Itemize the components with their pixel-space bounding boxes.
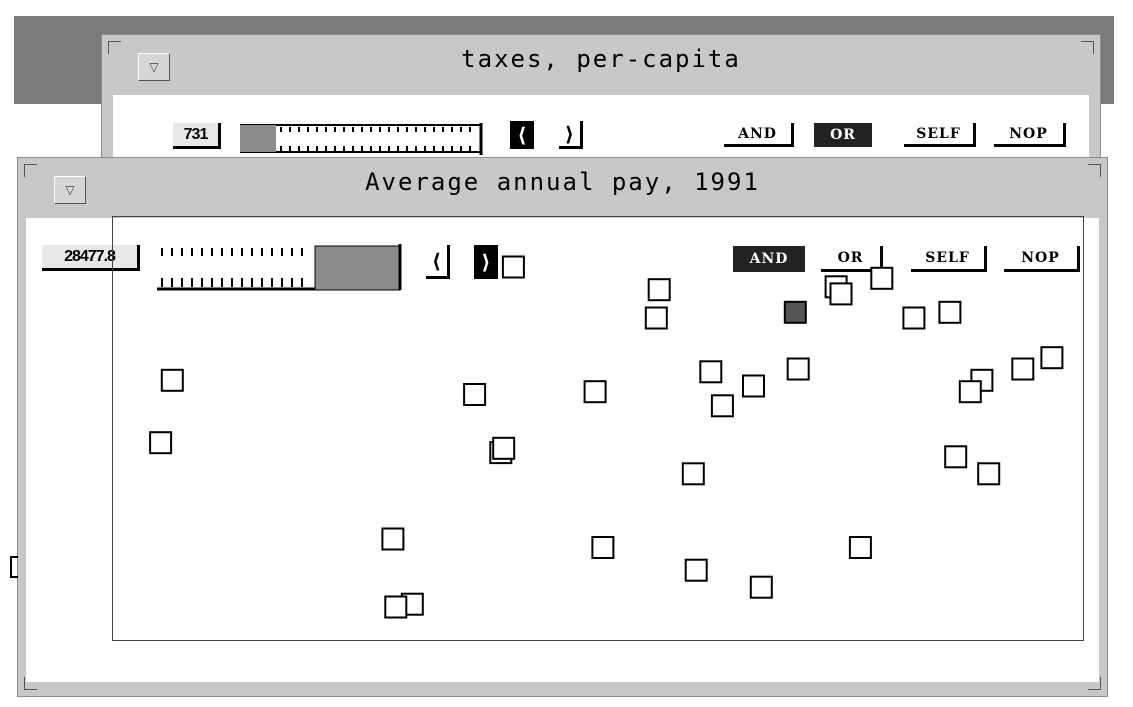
step-left-button[interactable]: ⟨ [510,121,534,149]
step-right-button[interactable]: ⟩ [559,121,583,149]
title-bar[interactable]: ▽ Average annual pay, 1991 [18,158,1107,214]
resize-corner[interactable] [24,164,37,177]
down-triangle-icon: ▽ [65,183,75,197]
window-menu-button[interactable]: ▽ [54,176,86,204]
window-title: taxes, per-capita [461,45,741,73]
down-triangle-icon: ▽ [149,60,159,74]
resize-corner[interactable] [24,677,37,690]
and-button[interactable]: AND [724,123,794,147]
self-button[interactable]: SELF [911,246,987,272]
scatter-plot-frame [112,216,1084,641]
resize-corner[interactable] [1081,41,1094,54]
chevron-right-icon: ⟩ [564,121,575,146]
step-right-button[interactable]: ⟩ [474,245,498,279]
plot-panel [26,218,1099,682]
resize-corner[interactable] [1088,164,1101,177]
chevron-right-icon: ⟩ [481,250,491,274]
or-button[interactable]: OR [821,246,883,272]
window-title: Average annual pay, 1991 [365,168,760,196]
self-button[interactable]: SELF [904,123,976,147]
range-slider[interactable] [154,242,424,292]
slider-thumb[interactable] [240,125,276,152]
resize-corner[interactable] [108,41,121,54]
step-left-button[interactable]: ⟨ [426,245,450,279]
nop-button[interactable]: NOP [994,123,1066,147]
value-display: 28477.8 [42,245,140,271]
value-display: 731 [173,123,221,149]
and-button[interactable]: AND [733,246,805,272]
window-menu-button[interactable]: ▽ [138,53,170,81]
slider-thumb[interactable] [314,245,401,291]
range-slider[interactable] [237,121,487,161]
chevron-left-icon: ⟨ [517,123,527,147]
nop-button[interactable]: NOP [1004,246,1080,272]
resize-corner[interactable] [1088,677,1101,690]
or-button[interactable]: OR [814,123,872,147]
title-bar[interactable]: ▽ taxes, per-capita [102,35,1100,91]
offscreen-point-marker [10,556,18,578]
chevron-left-icon: ⟨ [431,248,442,273]
